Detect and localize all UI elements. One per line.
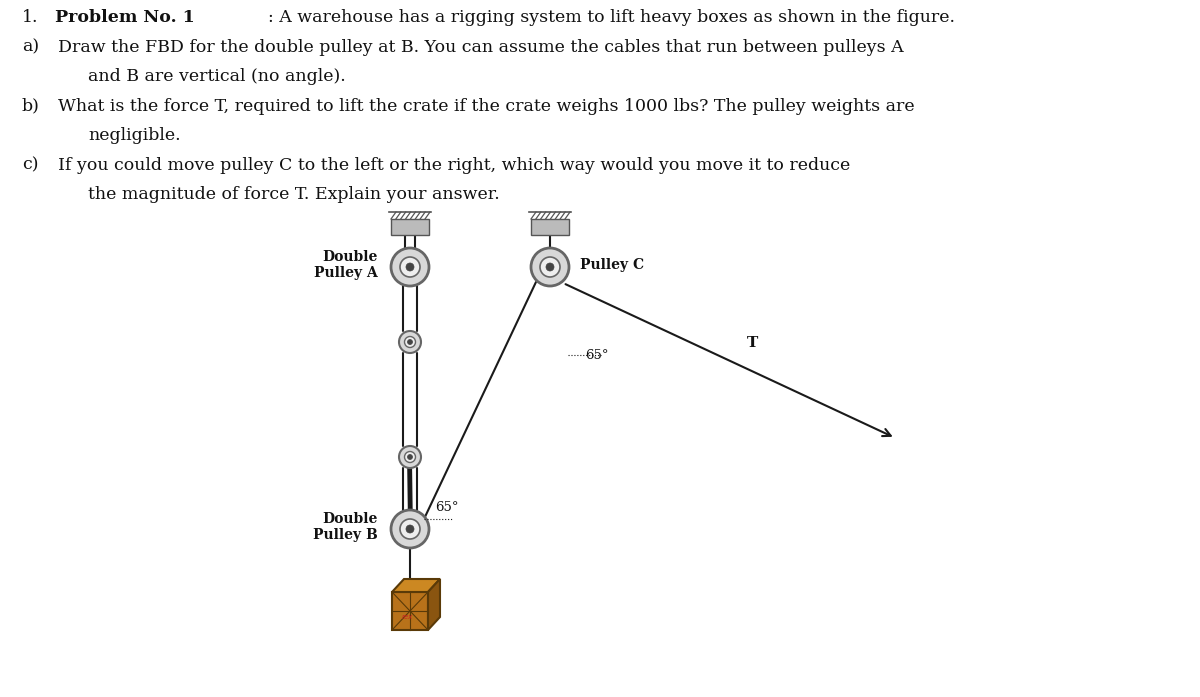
Bar	[530, 219, 569, 235]
Circle shape	[408, 454, 413, 459]
Text: and B are vertical (no angle).: and B are vertical (no angle).	[88, 68, 346, 85]
Text: b): b)	[22, 98, 40, 114]
Text: rex: rex	[401, 614, 413, 620]
Circle shape	[540, 257, 560, 277]
Circle shape	[398, 446, 421, 468]
Circle shape	[406, 263, 414, 271]
Text: 1.: 1.	[22, 9, 38, 26]
Text: Pulley C: Pulley C	[580, 258, 644, 272]
Text: Double
Pulley A: Double Pulley A	[314, 250, 378, 280]
Text: What is the force T, required to lift the crate if the crate weighs 1000 lbs? Th: What is the force T, required to lift th…	[58, 98, 914, 114]
Circle shape	[398, 331, 421, 353]
Circle shape	[400, 257, 420, 277]
Text: c): c)	[22, 157, 38, 174]
Text: 65°: 65°	[586, 348, 608, 362]
Circle shape	[400, 519, 420, 539]
Text: 65°: 65°	[434, 500, 458, 514]
Text: the magnitude of force T. Explain your answer.: the magnitude of force T. Explain your a…	[88, 186, 499, 203]
Bar	[391, 219, 430, 235]
Circle shape	[408, 339, 413, 344]
Text: negligible.: negligible.	[88, 127, 181, 144]
Text: a): a)	[22, 38, 40, 56]
Circle shape	[404, 337, 415, 348]
Circle shape	[391, 248, 430, 286]
Text: T: T	[748, 335, 758, 349]
Text: If you could move pulley C to the left or the right, which way would you move it: If you could move pulley C to the left o…	[58, 157, 851, 174]
Circle shape	[530, 248, 569, 286]
Text: : A warehouse has a rigging system to lift heavy boxes as shown in the figure.: : A warehouse has a rigging system to li…	[268, 9, 955, 26]
Bar	[392, 592, 428, 630]
Circle shape	[404, 452, 415, 463]
Circle shape	[546, 263, 554, 271]
Circle shape	[391, 510, 430, 548]
Text: Draw the FBD for the double pulley at B. You can assume the cables that run betw: Draw the FBD for the double pulley at B.…	[58, 38, 904, 56]
Polygon shape	[428, 579, 440, 630]
Text: Double
Pulley B: Double Pulley B	[313, 512, 378, 542]
Polygon shape	[392, 579, 440, 592]
Circle shape	[406, 525, 414, 533]
Text: Problem No. 1: Problem No. 1	[55, 9, 194, 26]
